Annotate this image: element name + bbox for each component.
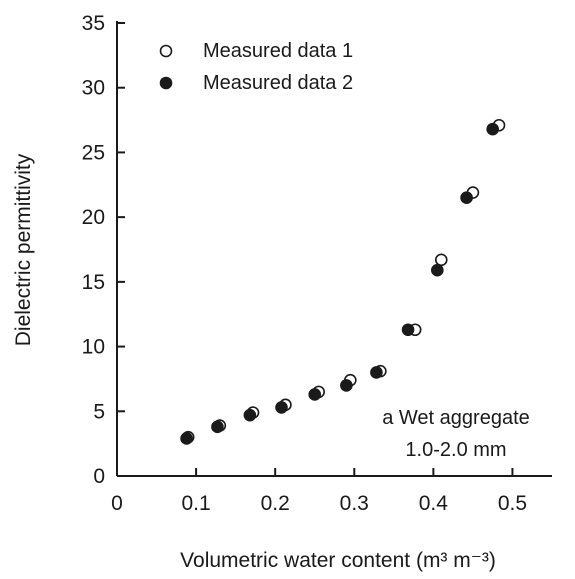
data-point-measured-data-2: [180, 432, 193, 445]
data-point-measured-data-2: [486, 122, 499, 136]
data-point-measured-data-2: [370, 366, 383, 379]
x-tick-labels: 0 0.1 0.2 0.3 0.4 0.5: [111, 492, 527, 515]
tick-marks: [116, 22, 514, 477]
legend-label-measured-data-1: Measured data 1: [203, 40, 353, 62]
legend-filled-circle: [159, 76, 173, 90]
y-tick-label: 25: [82, 141, 105, 164]
data-point-measured-data-2: [275, 401, 288, 414]
legend: Measured data 1 Measured data 2: [159, 40, 353, 94]
data-point-measured-data-2: [243, 408, 257, 422]
y-tick-label: 0: [93, 465, 105, 488]
x-tick-label: 0.5: [498, 492, 527, 515]
y-tick-label: 10: [82, 336, 105, 359]
y-tick-label: 30: [82, 77, 105, 100]
data-points: [180, 118, 506, 445]
legend-label-measured-data-2: Measured data 2: [203, 72, 353, 94]
legend-open-circle: [159, 44, 173, 58]
data-point-measured-data-1: [434, 253, 448, 267]
y-tick-labels: 0 5 10 15 20 25 30 35: [82, 12, 105, 488]
axes: [116, 21, 552, 477]
data-point-measured-data-2: [460, 191, 473, 205]
legend-marker-open-circle: [159, 44, 173, 58]
x-tick-label: 0.4: [419, 492, 449, 515]
x-tick-label: 0.2: [261, 492, 290, 515]
data-point-measured-data-2: [211, 420, 224, 434]
y-tick-label: 20: [82, 206, 105, 229]
y-axis-label: Dielectric permittivity: [12, 153, 35, 346]
y-tick-label: 15: [82, 271, 105, 294]
x-tick-label: 0.3: [340, 492, 369, 515]
legend-marker-filled-circle: [159, 76, 173, 90]
data-point-measured-data-2: [308, 388, 322, 401]
annotation-line-2: 1.0-2.0 mm: [405, 439, 506, 461]
data-point-measured-data-2: [431, 263, 444, 277]
y-tick-label: 35: [82, 12, 105, 35]
annotation-line-1: a Wet aggregate: [382, 407, 530, 429]
x-tick-label: 0: [111, 492, 123, 515]
x-tick-label: 0.1: [181, 492, 210, 515]
x-axis-label: Volumetric water content (m³ m⁻³): [180, 549, 496, 572]
data-point-measured-data-2: [401, 323, 415, 337]
data-point-measured-data-2: [340, 379, 353, 392]
y-tick-label: 5: [93, 400, 105, 423]
